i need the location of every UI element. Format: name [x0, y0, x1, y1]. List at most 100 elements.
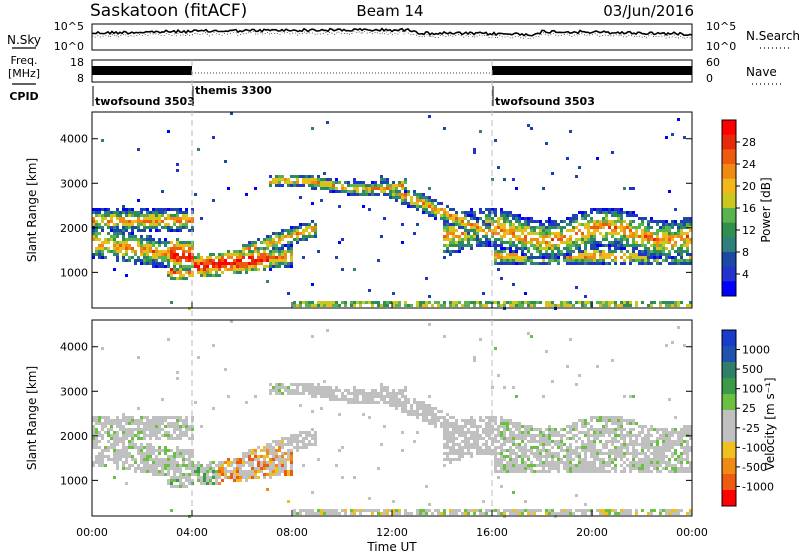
velocity-cell-598 [242, 464, 245, 467]
power-cell-327 [164, 226, 167, 229]
velocity-cell-820 [305, 383, 308, 386]
power-cell-1989 [620, 229, 623, 232]
velocity-cell-757 [287, 449, 290, 452]
power-cell-346 [167, 253, 170, 256]
velocity-cell-628 [254, 395, 257, 398]
velocity-cell-873 [320, 392, 323, 395]
velocity-cell-1094 [419, 509, 422, 512]
velocity-cell-374 [173, 437, 176, 440]
power-cell-1538 [524, 259, 527, 262]
velocity-cell-742 [284, 437, 287, 440]
velocity-cell-340 [167, 431, 170, 434]
power-cell-2035 [629, 235, 632, 238]
power-cell-2179 [662, 232, 665, 235]
velocity-cell-281 [155, 422, 158, 425]
power-cell-2093 [641, 259, 644, 262]
power-cell-2067 [635, 256, 638, 259]
power-cell-624 [251, 259, 254, 262]
velocity-cell-321 [161, 470, 164, 473]
power-cell-1426 [503, 301, 506, 304]
velocity-cell-936 [350, 512, 353, 515]
velocity-cell-1274 [470, 452, 473, 455]
velocity-cell-594 [242, 452, 245, 455]
velocity-cell-1784 [581, 425, 584, 428]
velocity-cell-182 [134, 446, 137, 449]
power-cell-2229 [671, 262, 674, 265]
velocity-cell-1823 [587, 449, 590, 452]
velocity-cell-984 [374, 392, 377, 395]
power-cell-163 [128, 259, 131, 262]
power-cell-201 [140, 208, 143, 211]
power-cell-721 [278, 253, 281, 256]
velocity-cell-1886 [599, 464, 602, 467]
velocity-cell-1337 [488, 425, 491, 428]
velocity-cell-715 [278, 440, 281, 443]
power-cell-73 [110, 220, 113, 223]
velocity-cell-261 [149, 467, 152, 470]
velocity-cell-576 [233, 476, 236, 479]
velocity-cell-1543 [527, 425, 530, 428]
power-cell-1137 [434, 301, 437, 304]
velocity-cell-219 [143, 428, 146, 431]
velocity-cell-1318 [482, 452, 485, 455]
power-cell-895 [329, 187, 332, 190]
velocity-cell-69 [107, 458, 110, 461]
velocity-cell-140 [125, 431, 128, 434]
velocity-cell-983 [374, 389, 377, 392]
power-cell-938 [353, 181, 356, 184]
velocity-cell-764 [290, 383, 293, 386]
velocity-cell-2157 [656, 458, 659, 461]
power-cell-2130 [650, 244, 653, 247]
power-cell-1639 [548, 232, 551, 235]
velocity-cell-505 [200, 482, 203, 485]
power-cell-660 [266, 235, 269, 238]
velocity-cell-874 [320, 395, 323, 398]
power-cell-69 [107, 250, 110, 253]
velocity-cell-845 [311, 395, 314, 398]
velocity-cell-591 [239, 473, 242, 476]
power-cell-988 [377, 184, 380, 187]
velocity-cell-536 [215, 473, 218, 476]
power-cell-2239 [674, 250, 677, 253]
velocity-cell-410 [179, 431, 182, 434]
velocity-cell-273 [152, 458, 155, 461]
power-cell-1514 [521, 232, 524, 235]
velocity-cell-1526 [524, 425, 527, 428]
power-cell-1302 [479, 208, 482, 211]
velocity-cell-1901 [602, 461, 605, 464]
power-cell-208 [140, 238, 143, 241]
velocity-cell-405 [176, 485, 179, 488]
power-cell-4 [92, 223, 95, 226]
power-cell-2079 [638, 259, 641, 262]
velocity-cell-1038 [395, 509, 398, 512]
power-cell-2001 [623, 211, 626, 214]
power-cell-23 [95, 250, 98, 253]
power-cell-867 [317, 184, 320, 187]
velocity-cell-796 [296, 443, 299, 446]
velocity-cell-999 [380, 398, 383, 401]
power-cell-1193 [452, 214, 455, 217]
velocity-cell-818 [302, 464, 305, 467]
power-cell-666 [266, 256, 269, 259]
velocity-cell-1346 [491, 386, 494, 389]
velocity-cbar-tick-label-4: -25 [742, 422, 760, 435]
velocity-cell-246 [146, 470, 149, 473]
power-cell-684 [272, 178, 275, 181]
velocity-cell-373 [173, 431, 176, 434]
power-cell-777 [290, 259, 293, 262]
velocity-cell-1753 [572, 512, 575, 515]
velocity-cell-1492 [515, 470, 518, 473]
power-cell-1719 [566, 253, 569, 256]
velocity-cell-525 [209, 482, 212, 485]
power-cell-1531 [524, 235, 527, 238]
power-cell-565 [230, 112, 233, 115]
power-cell-1727 [569, 220, 572, 223]
velocity-cell-1908 [605, 419, 608, 422]
power-cell-948 [356, 187, 359, 190]
velocity-cell-1050 [401, 401, 404, 404]
power-cell-494 [197, 259, 200, 262]
power-cell-817 [302, 238, 305, 241]
velocity-cell-855 [314, 389, 317, 392]
power-cell-1760 [575, 238, 578, 241]
power-cell-524 [209, 271, 212, 274]
